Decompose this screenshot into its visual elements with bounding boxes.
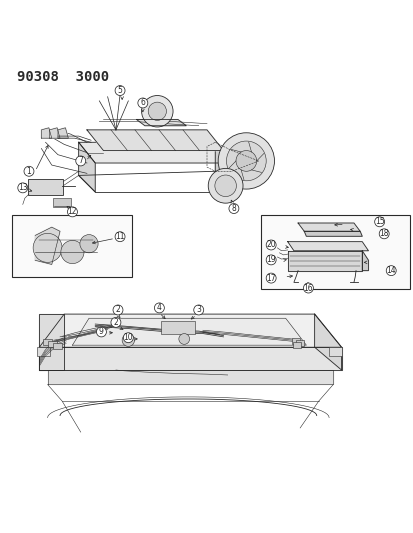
Circle shape — [80, 235, 98, 253]
Polygon shape — [58, 128, 68, 138]
Text: 7: 7 — [78, 156, 83, 165]
Bar — [295, 340, 304, 346]
Circle shape — [218, 133, 274, 189]
Polygon shape — [39, 314, 341, 347]
Polygon shape — [314, 314, 341, 370]
Polygon shape — [78, 142, 231, 163]
Bar — [37, 347, 50, 356]
Circle shape — [18, 183, 28, 193]
Circle shape — [178, 334, 189, 344]
Circle shape — [385, 265, 395, 276]
Polygon shape — [39, 314, 64, 370]
Text: 5: 5 — [117, 86, 122, 95]
Polygon shape — [72, 318, 306, 345]
Text: 11: 11 — [115, 232, 124, 241]
Bar — [12, 215, 132, 277]
Circle shape — [141, 95, 173, 127]
Text: 4: 4 — [157, 303, 161, 312]
Bar — [292, 342, 301, 348]
Polygon shape — [39, 347, 341, 370]
Bar — [43, 338, 52, 345]
Bar — [260, 215, 409, 289]
Polygon shape — [297, 223, 359, 231]
Polygon shape — [35, 227, 60, 264]
Circle shape — [24, 166, 34, 176]
Text: 10: 10 — [123, 333, 133, 342]
Text: 3: 3 — [196, 305, 201, 314]
Text: 12: 12 — [68, 207, 77, 216]
Bar — [328, 347, 341, 356]
Bar — [161, 321, 194, 334]
Circle shape — [374, 217, 384, 227]
Polygon shape — [361, 251, 368, 271]
Polygon shape — [287, 241, 368, 251]
Circle shape — [226, 141, 266, 181]
Polygon shape — [304, 231, 361, 236]
Circle shape — [303, 283, 313, 293]
Text: 6: 6 — [140, 99, 145, 108]
Text: 2: 2 — [113, 318, 118, 327]
Text: 9: 9 — [99, 327, 104, 336]
Text: 14: 14 — [385, 266, 395, 275]
Circle shape — [123, 333, 133, 343]
Circle shape — [193, 305, 203, 315]
Circle shape — [96, 327, 106, 337]
Circle shape — [122, 334, 134, 346]
Polygon shape — [78, 142, 95, 192]
Text: 13: 13 — [18, 183, 28, 192]
Text: 16: 16 — [303, 284, 313, 293]
Text: 19: 19 — [266, 255, 275, 264]
Text: 2: 2 — [115, 305, 120, 314]
Circle shape — [67, 207, 77, 217]
Circle shape — [228, 204, 238, 214]
Polygon shape — [287, 251, 361, 271]
Circle shape — [76, 156, 85, 166]
FancyBboxPatch shape — [28, 179, 63, 195]
Circle shape — [154, 303, 164, 313]
Circle shape — [138, 98, 147, 108]
Polygon shape — [215, 142, 231, 192]
Circle shape — [266, 255, 275, 265]
Bar — [48, 341, 57, 347]
Circle shape — [266, 240, 275, 250]
Text: 18: 18 — [379, 229, 388, 238]
Text: 8: 8 — [231, 204, 236, 213]
Text: 90308  3000: 90308 3000 — [17, 70, 109, 84]
Circle shape — [61, 240, 84, 264]
Circle shape — [148, 102, 166, 120]
Text: 15: 15 — [374, 217, 384, 227]
Bar — [291, 338, 299, 344]
Circle shape — [115, 232, 125, 241]
Circle shape — [208, 168, 242, 203]
Polygon shape — [50, 128, 60, 138]
Circle shape — [33, 233, 62, 262]
Text: 1: 1 — [26, 167, 31, 176]
Circle shape — [113, 305, 123, 315]
Polygon shape — [87, 130, 223, 151]
Circle shape — [235, 151, 256, 171]
Polygon shape — [47, 370, 332, 384]
Bar — [53, 343, 62, 349]
Circle shape — [115, 86, 125, 95]
Circle shape — [266, 273, 275, 283]
Text: 20: 20 — [266, 240, 275, 249]
Circle shape — [111, 318, 121, 327]
Circle shape — [214, 175, 236, 197]
Circle shape — [378, 229, 388, 239]
Text: 17: 17 — [266, 273, 275, 282]
FancyBboxPatch shape — [53, 198, 71, 207]
Polygon shape — [136, 119, 186, 126]
Polygon shape — [41, 128, 52, 138]
